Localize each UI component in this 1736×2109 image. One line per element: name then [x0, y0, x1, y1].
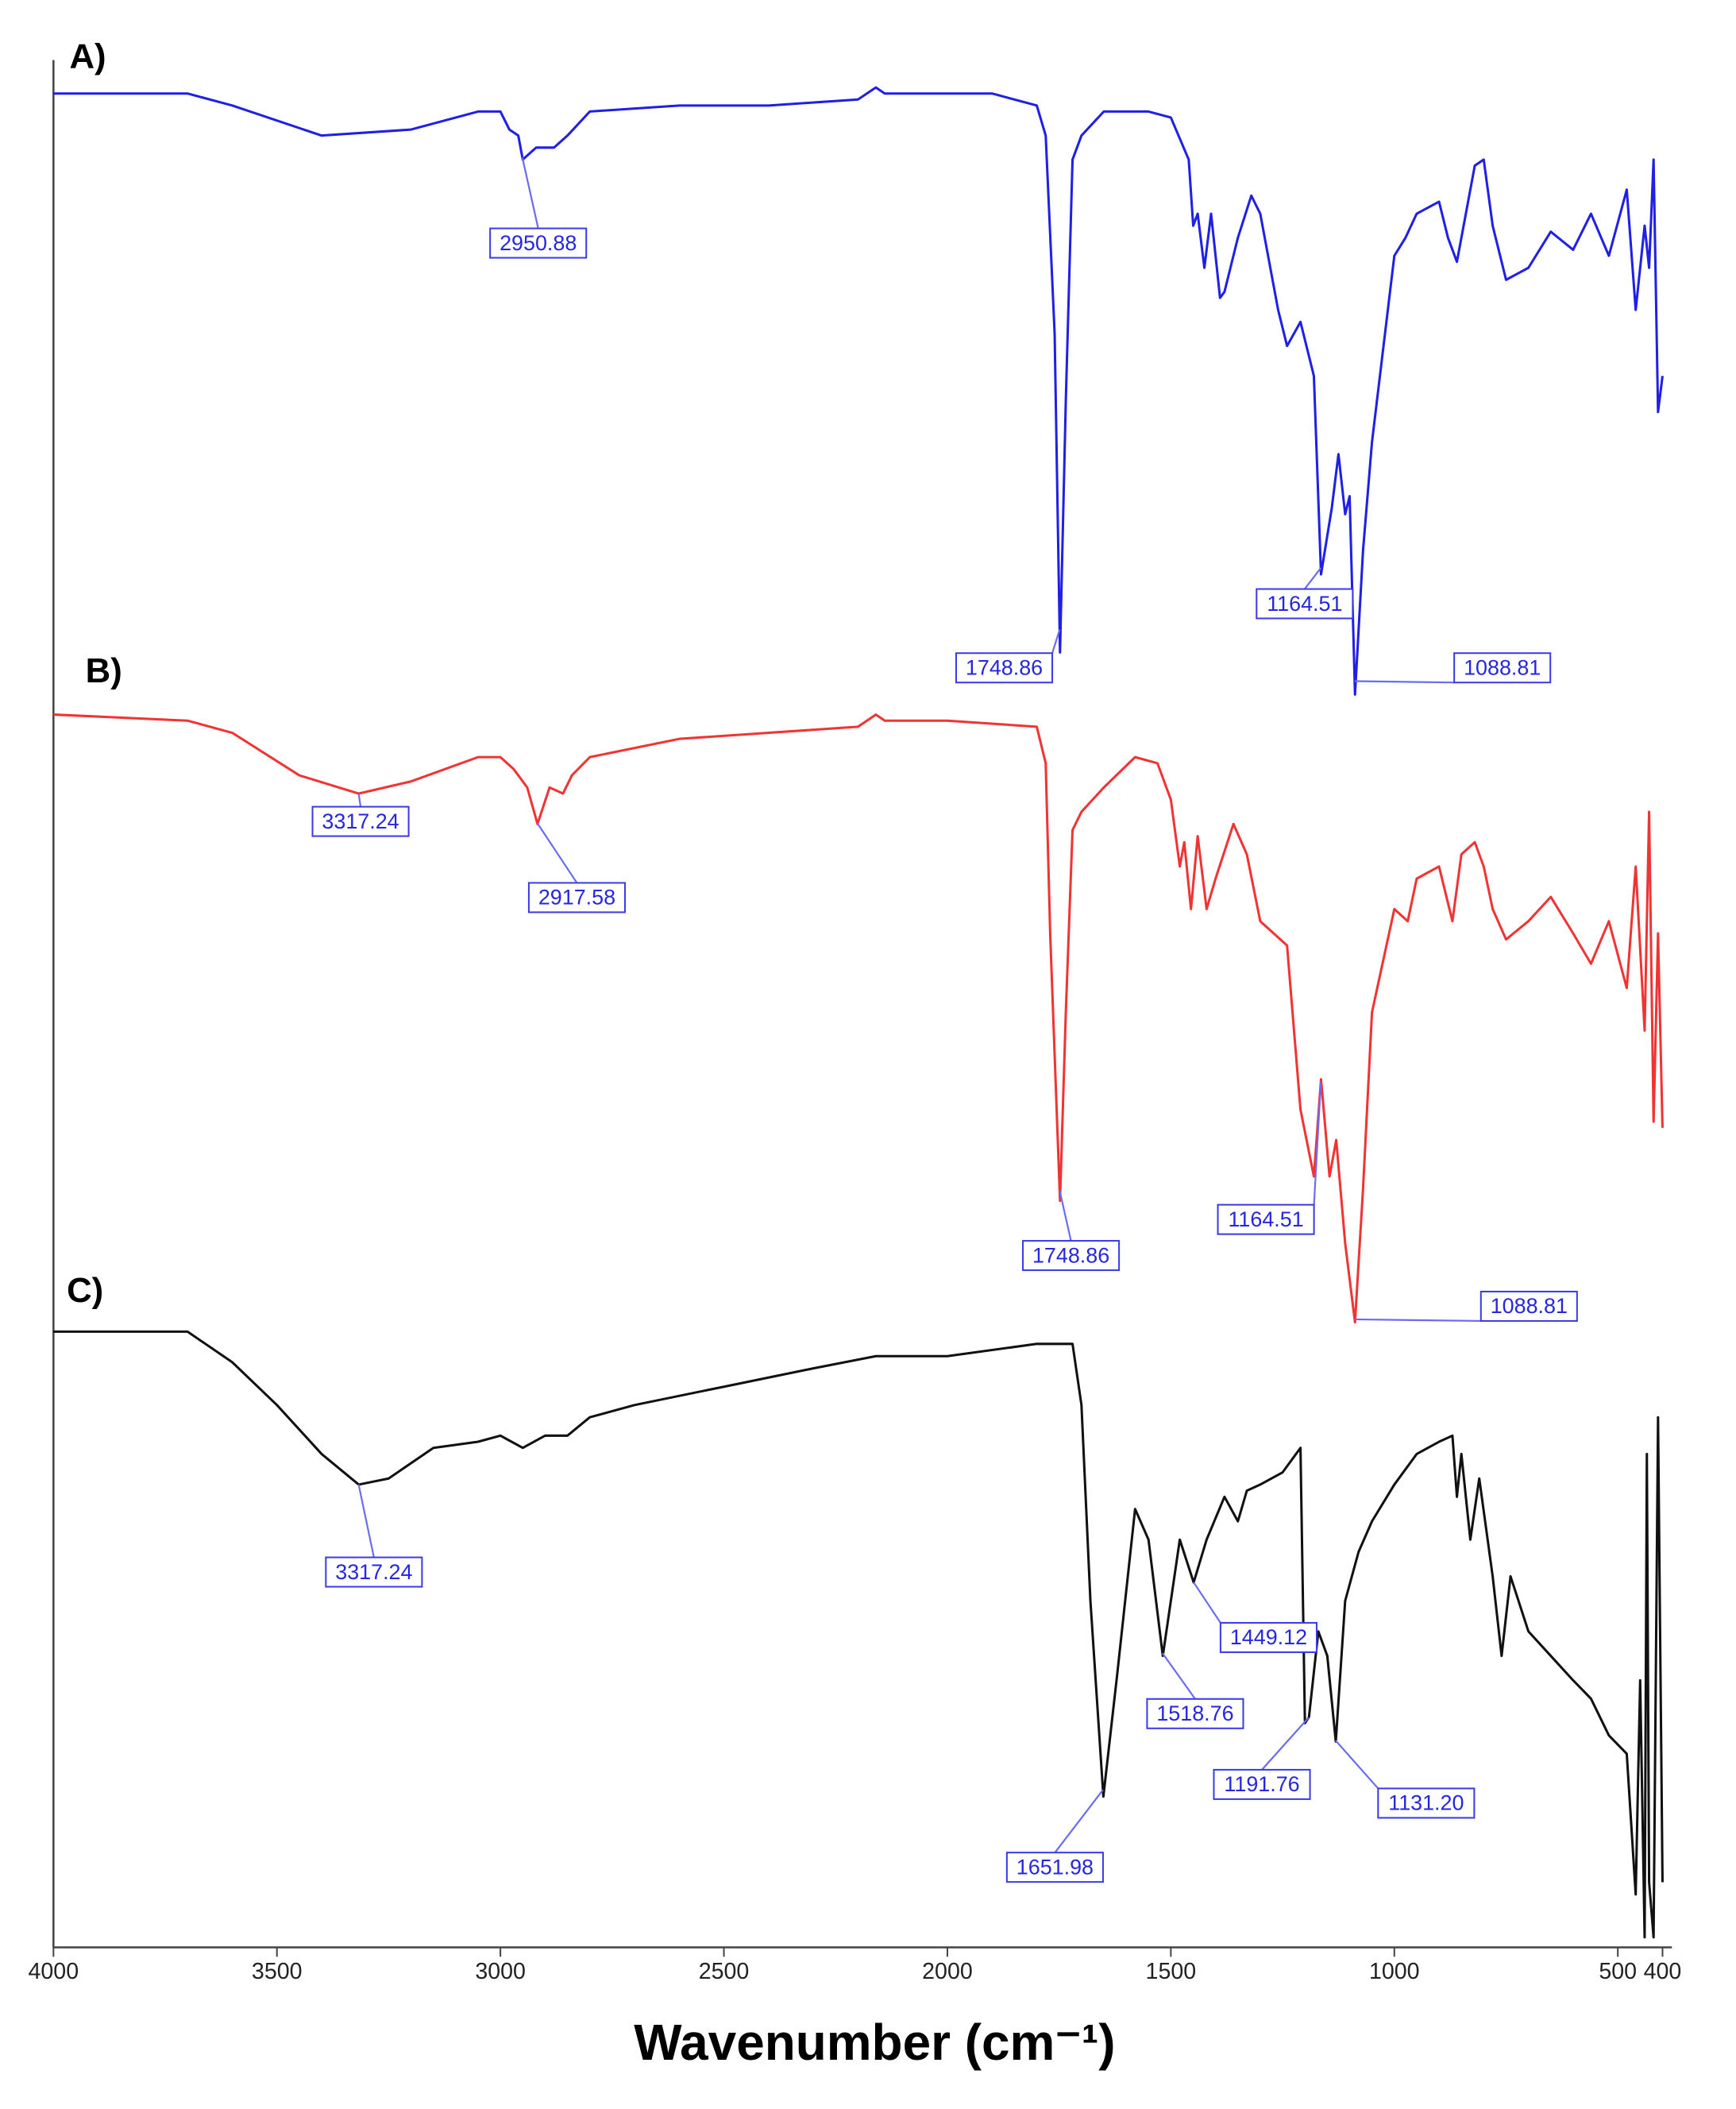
- annotation-leader: [1313, 1082, 1322, 1205]
- annotation-box: [1219, 1621, 1317, 1653]
- annotation-label: 1164.51: [1228, 1207, 1303, 1231]
- panel-title: A): [69, 37, 106, 76]
- annotation-box: [1005, 1852, 1104, 1883]
- x-tick-label: 1500: [1146, 1959, 1197, 1984]
- annotation-label: 1088.81: [1491, 1294, 1568, 1318]
- x-tick-label: 1000: [1369, 1959, 1420, 1984]
- spectrum-line: [53, 1330, 1664, 1939]
- annotation-box: [1377, 1787, 1476, 1819]
- annotation-label: 2950.88: [500, 231, 577, 255]
- annotation-label: 1191.76: [1224, 1772, 1299, 1796]
- annotation-leader: [1354, 680, 1455, 684]
- annotation-leader: [1303, 567, 1322, 590]
- x-tick-label: 2000: [922, 1959, 973, 1984]
- annotation-box: [1256, 588, 1354, 620]
- annotation-leader: [1335, 1740, 1379, 1790]
- x-tick-label: 3500: [252, 1959, 303, 1984]
- annotation-box: [955, 652, 1054, 684]
- annotation-leader: [1161, 1652, 1196, 1700]
- annotation-box: [527, 882, 626, 914]
- x-tick-label: 4000: [29, 1959, 79, 1984]
- annotation-leader: [521, 157, 539, 229]
- annotation-box: [489, 227, 588, 259]
- x-tick-label: 3000: [475, 1959, 526, 1984]
- annotation-leader: [357, 793, 362, 807]
- annotation-label: 1131.20: [1388, 1791, 1464, 1815]
- annotation-box: [311, 805, 410, 837]
- annotation-label: 1518.76: [1156, 1701, 1233, 1725]
- annotation-leader: [1054, 1789, 1104, 1853]
- annotation-box: [1479, 1290, 1578, 1322]
- annotation-label: 1449.12: [1230, 1625, 1307, 1649]
- annotation-label: 1088.81: [1464, 656, 1541, 680]
- annotation-leader: [1261, 1717, 1310, 1771]
- spectrum-line: [53, 713, 1664, 1324]
- annotation-label: 1651.98: [1017, 1855, 1094, 1879]
- annotation-box: [325, 1556, 423, 1588]
- x-tick-label: 400: [1644, 1959, 1682, 1984]
- annotation-box: [1453, 652, 1552, 684]
- annotation-box: [1217, 1203, 1315, 1235]
- annotation-leader: [357, 1484, 375, 1558]
- annotation-box: [1146, 1698, 1244, 1729]
- annotation-leader: [536, 822, 578, 884]
- annotation-box: [1022, 1240, 1121, 1272]
- annotation-label: 1748.86: [966, 656, 1043, 680]
- annotation-leader: [1051, 629, 1061, 654]
- annotation-leader: [1354, 1318, 1481, 1323]
- annotation-label: 1748.86: [1032, 1243, 1109, 1267]
- panel-title: C): [67, 1271, 103, 1310]
- annotation-label: 2917.58: [538, 886, 615, 910]
- x-tick-label: 500: [1599, 1959, 1637, 1984]
- annotation-label: 3317.24: [322, 809, 399, 833]
- spectrum-line: [53, 86, 1664, 696]
- annotation-label: 3317.24: [335, 1560, 412, 1584]
- panel-title: B): [86, 651, 122, 690]
- x-axis-label: Wavenumber (cm⁻¹): [634, 2014, 1115, 2071]
- x-tick-label: 2500: [699, 1959, 750, 1984]
- annotation-label: 1164.51: [1267, 592, 1342, 616]
- annotation-leader: [1193, 1582, 1221, 1624]
- annotation-box: [1213, 1768, 1311, 1800]
- annotation-leader: [1059, 1190, 1072, 1242]
